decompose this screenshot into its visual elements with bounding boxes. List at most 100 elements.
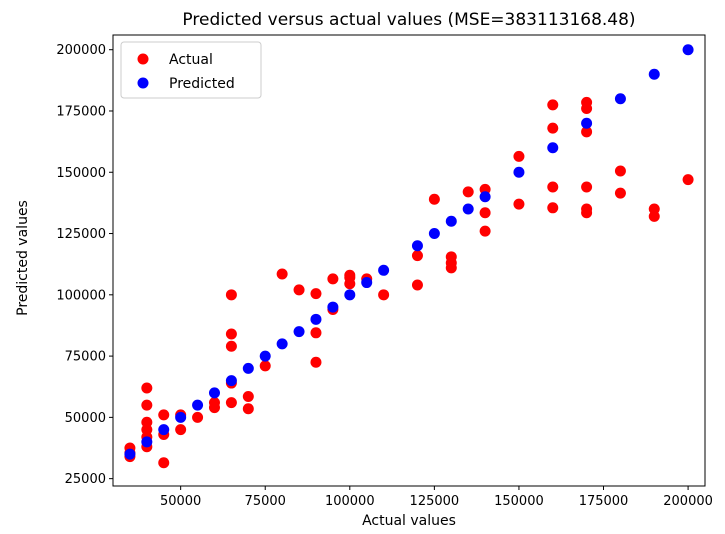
data-point-predicted bbox=[124, 448, 136, 460]
data-point-predicted bbox=[293, 326, 305, 338]
data-point-actual bbox=[259, 360, 271, 372]
data-point-predicted bbox=[445, 215, 457, 227]
data-point-actual bbox=[581, 96, 593, 108]
data-point-actual bbox=[141, 416, 153, 428]
data-point-actual bbox=[158, 409, 170, 421]
data-point-actual bbox=[411, 279, 423, 291]
legend-marker bbox=[137, 53, 149, 65]
data-point-actual bbox=[682, 174, 694, 186]
data-point-predicted bbox=[259, 350, 271, 362]
data-point-actual bbox=[276, 268, 288, 280]
data-point-predicted bbox=[411, 240, 423, 252]
legend-label: Actual bbox=[169, 52, 213, 68]
data-point-predicted bbox=[378, 264, 390, 276]
y-tick-label: 75000 bbox=[65, 350, 106, 365]
data-point-actual bbox=[242, 403, 254, 415]
y-tick-label: 25000 bbox=[65, 472, 106, 487]
y-tick-label: 200000 bbox=[56, 43, 106, 58]
data-point-actual bbox=[547, 181, 559, 193]
x-axis-label: Actual values bbox=[362, 513, 456, 529]
y-axis-label: Predicted values bbox=[15, 200, 31, 316]
data-point-actual bbox=[513, 150, 525, 162]
data-point-actual bbox=[581, 203, 593, 215]
series-predicted bbox=[124, 44, 694, 460]
y-tick-label: 50000 bbox=[65, 411, 106, 426]
data-point-actual bbox=[225, 289, 237, 301]
data-point-predicted bbox=[614, 93, 626, 105]
data-point-predicted bbox=[513, 166, 525, 178]
data-point-actual bbox=[462, 186, 474, 198]
legend: Actual Predicted bbox=[120, 41, 262, 99]
data-point-predicted bbox=[192, 399, 204, 411]
data-point-actual bbox=[428, 193, 440, 205]
data-point-predicted bbox=[479, 191, 491, 203]
data-point-predicted bbox=[581, 117, 593, 129]
data-point-predicted bbox=[648, 68, 660, 80]
data-point-actual bbox=[310, 356, 322, 368]
x-tick-label: 75000 bbox=[245, 494, 286, 509]
axis-ticks: 50000 75000 100000 125000 150000 175000 200000… bbox=[56, 43, 713, 509]
data-point-actual bbox=[310, 327, 322, 339]
y-tick-label: 175000 bbox=[56, 104, 106, 119]
series-actual bbox=[124, 96, 694, 469]
data-point-actual bbox=[225, 328, 237, 340]
data-points bbox=[124, 44, 694, 469]
data-point-predicted bbox=[547, 142, 559, 154]
chart-title: Predicted versus actual values (MSE=3831… bbox=[182, 10, 635, 30]
data-point-actual bbox=[547, 202, 559, 214]
data-point-actual bbox=[581, 181, 593, 193]
data-point-actual bbox=[614, 187, 626, 199]
x-tick-label: 150000 bbox=[494, 494, 544, 509]
data-point-actual bbox=[479, 225, 491, 237]
legend-label: Predicted bbox=[169, 76, 235, 92]
legend-box bbox=[120, 41, 262, 99]
data-point-actual bbox=[344, 269, 356, 281]
data-point-predicted bbox=[462, 203, 474, 215]
data-point-actual bbox=[513, 198, 525, 210]
data-point-predicted bbox=[141, 436, 153, 448]
y-tick-label: 100000 bbox=[56, 288, 106, 303]
data-point-actual bbox=[208, 397, 220, 409]
data-point-predicted bbox=[428, 228, 440, 240]
x-tick-label: 200000 bbox=[663, 494, 713, 509]
data-point-predicted bbox=[310, 313, 322, 325]
data-point-actual bbox=[411, 250, 423, 262]
x-tick-label: 50000 bbox=[160, 494, 201, 509]
data-point-actual bbox=[648, 203, 660, 215]
data-point-predicted bbox=[682, 44, 694, 56]
legend-marker bbox=[137, 77, 149, 89]
data-point-predicted bbox=[242, 362, 254, 374]
data-point-predicted bbox=[158, 424, 170, 436]
data-point-actual bbox=[141, 382, 153, 394]
data-point-actual bbox=[225, 397, 237, 409]
x-tick-label: 125000 bbox=[410, 494, 460, 509]
data-point-actual bbox=[225, 340, 237, 352]
y-tick-label: 150000 bbox=[56, 166, 106, 181]
data-point-actual bbox=[614, 165, 626, 177]
data-point-actual bbox=[310, 288, 322, 300]
data-point-actual bbox=[581, 126, 593, 138]
plot-frame bbox=[112, 34, 706, 487]
data-point-predicted bbox=[225, 375, 237, 387]
data-point-predicted bbox=[344, 289, 356, 301]
data-point-predicted bbox=[327, 301, 339, 313]
data-point-actual bbox=[242, 391, 254, 403]
data-point-actual bbox=[547, 99, 559, 111]
x-tick-label: 100000 bbox=[325, 494, 375, 509]
data-point-actual bbox=[479, 207, 491, 219]
data-point-actual bbox=[141, 399, 153, 411]
data-point-actual bbox=[293, 284, 305, 296]
y-tick-label: 125000 bbox=[56, 227, 106, 242]
data-point-actual bbox=[378, 289, 390, 301]
data-point-actual bbox=[158, 457, 170, 469]
data-point-predicted bbox=[361, 277, 373, 289]
data-point-predicted bbox=[208, 387, 220, 399]
data-point-predicted bbox=[276, 338, 288, 350]
data-point-actual bbox=[175, 424, 187, 436]
data-point-predicted bbox=[175, 411, 187, 423]
data-point-actual bbox=[445, 251, 457, 263]
data-point-actual bbox=[547, 122, 559, 134]
data-point-actual bbox=[327, 273, 339, 285]
